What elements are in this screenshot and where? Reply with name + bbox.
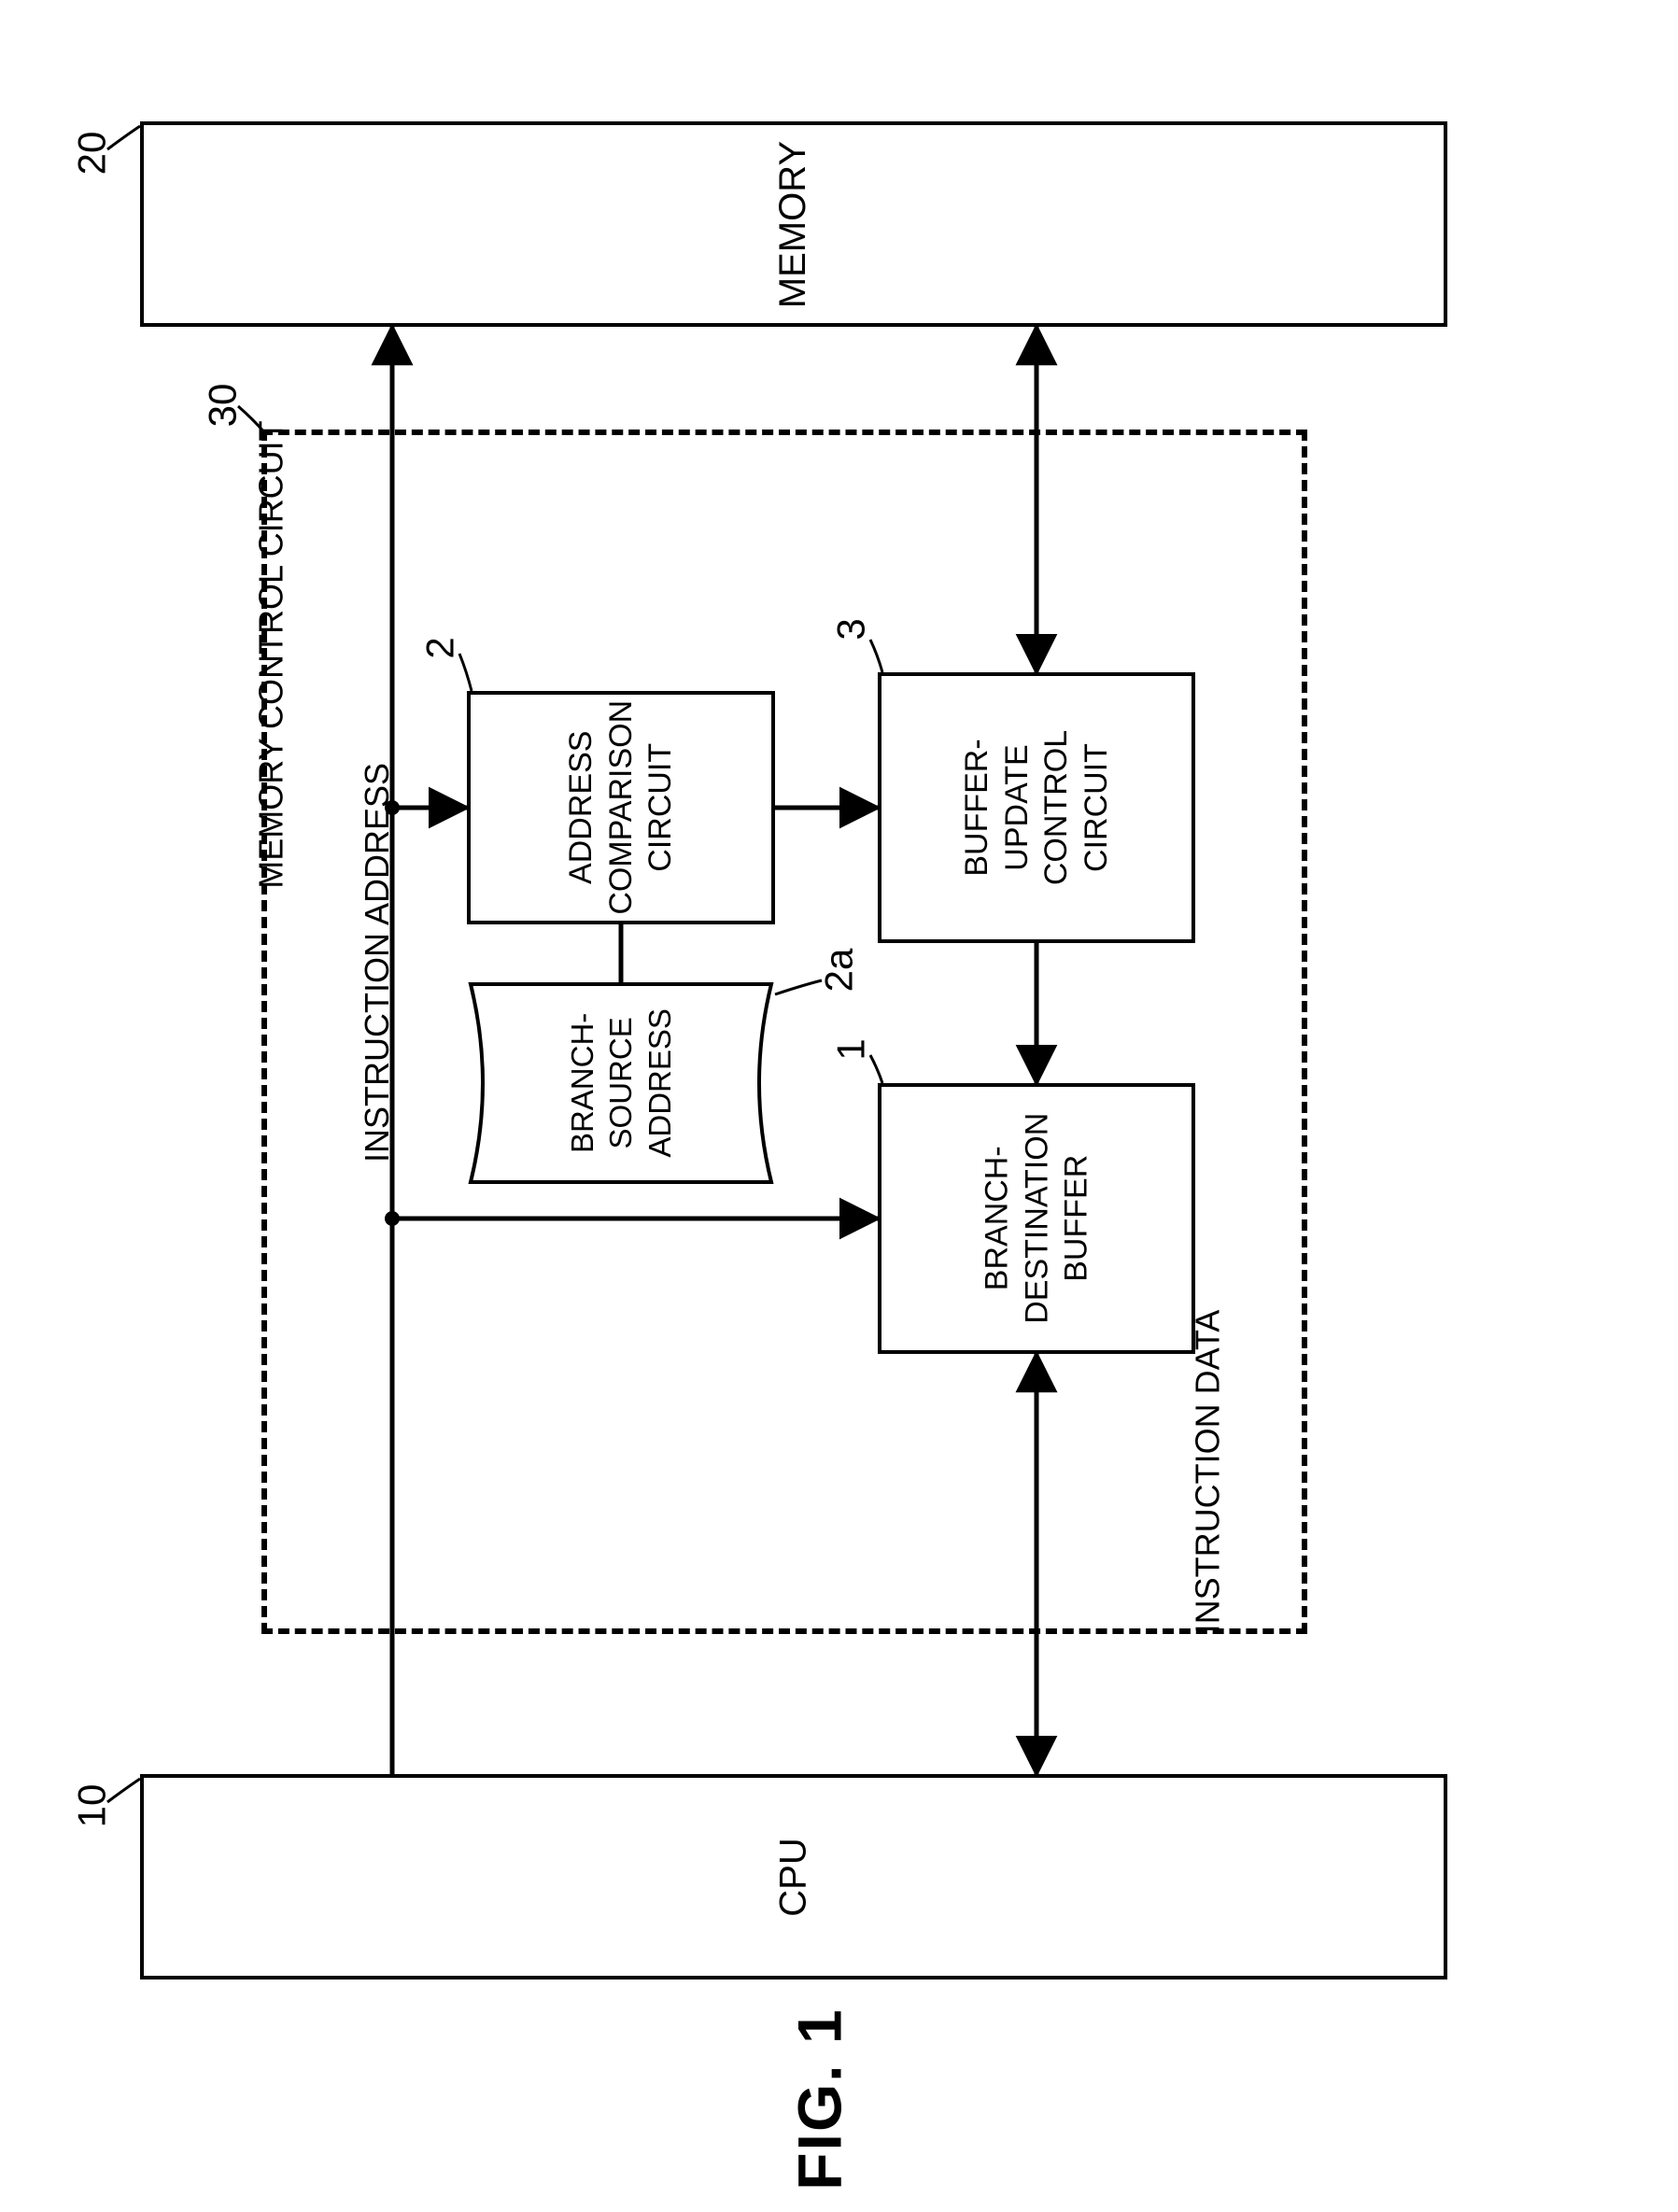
buffer-update-control-circuit: BUFFER- UPDATE CONTROL CIRCUIT (878, 672, 1195, 943)
ref-1: 1 (829, 1038, 874, 1060)
figure-label: FIG. 1 (784, 2008, 855, 2190)
address-comparison-label: ADDRESS COMPARISON CIRCUIT (561, 700, 681, 915)
branch-destination-label: BRANCH- DESTINATION BUFFER (977, 1113, 1096, 1324)
buffer-update-label: BUFFER- UPDATE CONTROL CIRCUIT (957, 730, 1116, 885)
memory-control-circuit-label: MEMORY CONTROL CIRCUIT (252, 420, 291, 888)
instruction-address-label: INSTRUCTION ADDRESS (358, 763, 397, 1162)
address-comparison-circuit: ADDRESS COMPARISON CIRCUIT (467, 691, 775, 924)
cpu-block: CPU (140, 1774, 1447, 1980)
ref-3: 3 (829, 618, 874, 640)
branch-destination-buffer: BRANCH- DESTINATION BUFFER (878, 1083, 1195, 1354)
memory-block: MEMORY (140, 121, 1447, 327)
ref-30: 30 (200, 384, 245, 428)
memory-label: MEMORY (773, 140, 815, 307)
branch-source-label: BRANCH- SOURCE ADDRESS (563, 1008, 679, 1158)
ref-20: 20 (69, 132, 114, 176)
ref-2a: 2a (816, 949, 861, 993)
instruction-data-label: INSTRUCTION DATA (1188, 1310, 1227, 1634)
memory-control-circuit-boundary (261, 430, 1307, 1634)
cpu-label: CPU (772, 1838, 814, 1916)
diagram-page: MEMORY CPU ADDRESS COMPARISON CIRCUIT BR… (0, 0, 1678, 2212)
branch-source-address: BRANCH- SOURCE ADDRESS (467, 980, 775, 1186)
ref-10: 10 (69, 1784, 114, 1828)
ref-2: 2 (418, 637, 463, 658)
